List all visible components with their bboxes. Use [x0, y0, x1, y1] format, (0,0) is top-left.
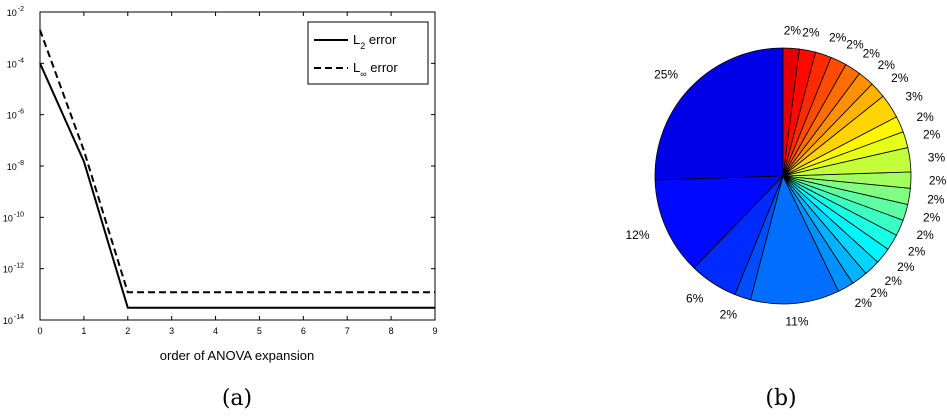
series-lines [39, 29, 435, 309]
y-tick-label: 10-14 [3, 314, 24, 326]
y-tick-label: 10-2 [7, 6, 24, 18]
pie-label: 2% [720, 308, 738, 322]
pie-label: 2% [802, 26, 820, 40]
pie-label: 2% [917, 110, 935, 124]
pie-slice [654, 47, 784, 181]
line-chart-panel: 0 1 2 3 4 5 6 7 8 9 10-14 10-12 10-10 10-8 10-6 10-4 10-… [3, 6, 438, 363]
pie-label: 2% [929, 174, 947, 188]
legend-box [307, 21, 429, 85]
pie-label: 3% [905, 89, 923, 103]
pie-labels: 25%12%6%2% 11%2%2%2%2%2%2%2%2%2%3%2%2%3%2… [625, 23, 946, 328]
pie-label: 2% [908, 245, 926, 259]
x-tick-label: 3 [169, 326, 174, 336]
y-tick-label: 10-4 [7, 57, 24, 69]
x-tick-label: 5 [257, 326, 262, 336]
x-tick-label: 0 [37, 326, 42, 336]
y-tick-label: 10-12 [3, 263, 24, 275]
pie-label: 11% [785, 314, 808, 328]
x-tick-label: 8 [389, 326, 394, 336]
x-tick-label: 4 [213, 326, 218, 336]
x-tick-label: 2 [125, 326, 130, 336]
y-tick-label: 10-10 [3, 211, 24, 223]
pie-chart-panel: 25%12%6%2% 11%2%2%2%2%2%2%2%2%2%3%2%2%3%2… [625, 23, 946, 328]
pie-label: 2% [870, 286, 888, 300]
pie-slice [750, 174, 840, 305]
pie-label: 2% [897, 260, 915, 274]
pie-slice [654, 175, 784, 269]
axis-ticks: 0 1 2 3 4 5 6 7 8 9 10-14 10-12 10-10 10-8 10-6 10-4 10-… [3, 6, 438, 336]
pie-label: 25% [654, 67, 678, 81]
pie-label: 2% [917, 228, 935, 242]
pie-label: 6% [686, 291, 704, 305]
x-axis-label: order of ANOVA expansion [160, 348, 314, 363]
x-tick-label: 9 [432, 326, 437, 336]
pie-slices [654, 47, 912, 305]
legend: L2 error L∞ error [307, 21, 429, 85]
pie-label: 2% [846, 38, 864, 52]
caption-a: (a) [222, 386, 252, 411]
series-line-l2 [39, 62, 435, 309]
x-tick-label: 1 [81, 326, 86, 336]
caption-b: (b) [765, 386, 796, 411]
x-tick-label: 7 [345, 326, 350, 336]
pie-label: 3% [928, 150, 946, 164]
pie-label: 12% [625, 228, 649, 242]
legend-label-linf: L∞ error [353, 60, 398, 79]
pie-label: 2% [885, 274, 903, 288]
pie-label: 2% [923, 211, 941, 225]
y-tick-label: 10-8 [7, 160, 24, 172]
pie-label: 2% [923, 128, 941, 142]
pie-label: 2% [891, 71, 909, 85]
y-tick-label: 10-6 [7, 109, 24, 121]
legend-label-l2: L2 error [353, 32, 397, 51]
pie-label: 2% [863, 47, 881, 61]
pie-label: 2% [829, 30, 847, 44]
pie-label: 2% [927, 192, 945, 206]
pie-label: 2% [784, 23, 802, 37]
x-tick-label: 6 [301, 326, 306, 336]
series-line-linf [39, 29, 435, 294]
pie-slice [782, 47, 800, 177]
pie-label: 2% [878, 58, 896, 72]
pie-label: 2% [855, 296, 873, 310]
